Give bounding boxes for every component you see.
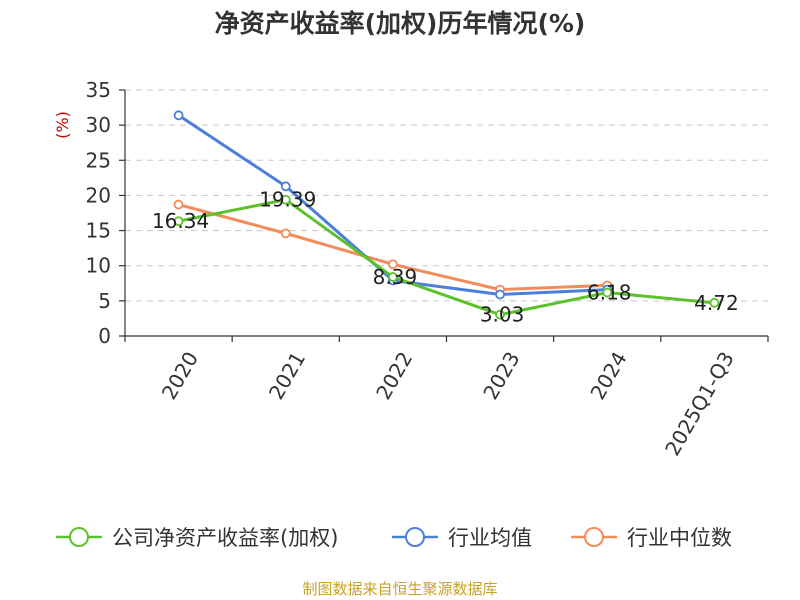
data-label: 3.03 (480, 303, 525, 327)
x-tick-label: 2025Q1-Q3 (660, 348, 739, 460)
series-0 (173, 194, 720, 320)
data-label: 19.39 (259, 188, 316, 212)
y-tick-label: 5 (98, 289, 111, 313)
data-point[interactable] (495, 289, 505, 300)
x-tick-label: 2023 (478, 348, 524, 404)
y-tick-label: 10 (86, 254, 111, 278)
data-point[interactable] (388, 259, 398, 270)
data-label: 8.39 (373, 265, 418, 289)
data-point[interactable] (709, 297, 720, 308)
legend-label: 行业中位数 (627, 526, 732, 550)
data-label: 6.18 (587, 281, 632, 305)
y-axis-unit: (%) (53, 111, 72, 139)
axes: 0 5 10 15 20 25 30 35 2020 2021 2022 2023 2024 2025Q1… (86, 78, 769, 460)
y-tick-label: 20 (86, 183, 111, 207)
data-point[interactable] (280, 228, 291, 239)
data-point[interactable] (173, 199, 184, 210)
legend-marker (69, 527, 89, 547)
data-labels: 16.34 19.39 8.39 3.03 6.18 4.72 (152, 188, 739, 327)
data-point[interactable] (280, 181, 291, 192)
data-point[interactable] (280, 194, 291, 205)
y-tick-label: 15 (86, 219, 111, 243)
data-source: 制图数据来自恒生聚源数据库 (302, 580, 497, 598)
legend-marker (405, 527, 425, 547)
x-tick-label: 2021 (264, 348, 310, 404)
y-tick-label: 0 (98, 324, 111, 348)
series-lines (173, 110, 720, 320)
y-tick-label: 30 (86, 113, 111, 137)
data-label: 4.72 (694, 291, 739, 315)
grid-lines (125, 89, 768, 302)
legend-item-0[interactable]: 公司净资产收益率(加权) (56, 526, 338, 550)
data-point[interactable] (173, 110, 184, 121)
legend-item-2[interactable]: 行业中位数 (571, 526, 732, 550)
series-line (178, 198, 715, 317)
legend-item-1[interactable]: 行业均值 (392, 526, 532, 550)
legend-label: 行业均值 (448, 526, 532, 550)
data-point[interactable] (495, 309, 505, 320)
x-tick-label: 2024 (585, 348, 631, 404)
legend-marker (584, 527, 604, 547)
y-tick-label: 25 (86, 148, 111, 172)
chart-title: 净资产收益率(加权)历年情况(%) (215, 9, 586, 38)
data-point[interactable] (173, 216, 184, 227)
data-label: 16.34 (152, 209, 209, 233)
data-point[interactable] (602, 287, 613, 298)
x-tick-label: 2022 (371, 348, 417, 404)
y-tick-label: 35 (86, 78, 111, 102)
data-point[interactable] (388, 272, 398, 282)
legend-label: 公司净资产收益率(加权) (112, 526, 338, 550)
x-tick-label: 2020 (157, 348, 203, 404)
legend[interactable]: 公司净资产收益率(加权) 行业均值 行业中位数 (56, 526, 732, 550)
